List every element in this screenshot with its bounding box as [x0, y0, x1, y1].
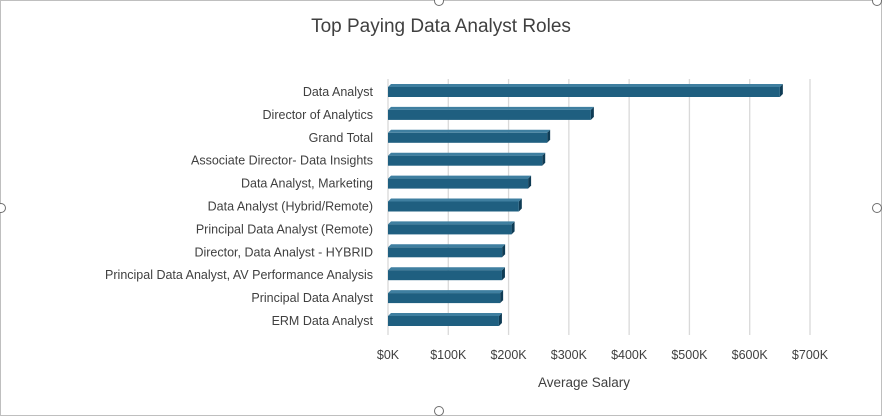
x-tick-label: $0K	[377, 348, 400, 362]
bar-top-face	[388, 313, 502, 316]
bar	[388, 247, 503, 258]
x-tick-label: $500K	[671, 348, 708, 362]
bar-top-face	[388, 84, 783, 87]
resize-handle-right[interactable]	[872, 203, 882, 213]
bar-side-face	[542, 152, 546, 166]
x-tick-label: $200K	[490, 348, 527, 362]
x-axis-title: Average Salary	[538, 375, 630, 390]
bar-side-face	[779, 84, 783, 97]
bar-top-face	[388, 175, 532, 179]
bar	[388, 201, 519, 212]
bar	[388, 178, 529, 189]
x-tick-label: $100K	[430, 348, 467, 362]
x-tick-label: $300K	[551, 348, 588, 362]
bar	[388, 87, 780, 97]
bar-side-face	[511, 221, 515, 235]
category-label: Director of Analytics	[263, 108, 373, 122]
bar	[388, 293, 501, 304]
category-label: ERM Data Analyst	[272, 314, 374, 328]
bar-side-face	[501, 267, 505, 281]
bar-side-face	[502, 244, 506, 258]
bar	[388, 132, 548, 143]
category-label: Director, Data Analyst - HYBRID	[194, 245, 373, 259]
bar-side-face	[500, 290, 504, 304]
bar	[388, 316, 499, 326]
bar-top-face	[388, 290, 504, 294]
bar	[388, 224, 512, 235]
bar-side-face	[528, 175, 532, 189]
bar-top-face	[388, 129, 551, 133]
x-tick-label: $600K	[732, 348, 769, 362]
bar-side-face	[498, 313, 502, 326]
chart-title: Top Paying Data Analyst Roles	[311, 16, 571, 37]
category-label: Data Analyst, Marketing	[241, 177, 373, 191]
bar-side-face	[590, 106, 594, 120]
resize-handle-top[interactable]	[434, 0, 444, 6]
resize-handle-left[interactable]	[0, 203, 6, 213]
category-label: Grand Total	[309, 131, 373, 145]
bar-side-face	[547, 129, 551, 143]
resize-handle-bottom[interactable]	[434, 406, 444, 416]
bar-top-face	[388, 267, 505, 271]
category-label: Principal Data Analyst, AV Performance A…	[105, 268, 373, 282]
bar	[388, 109, 591, 120]
bar-side-face	[518, 198, 522, 212]
category-label: Data Analyst	[303, 85, 374, 99]
x-tick-label: $700K	[792, 348, 829, 362]
x-tick-label: $400K	[611, 348, 648, 362]
bar-top-face	[388, 221, 515, 225]
bar	[388, 270, 502, 281]
category-label: Associate Director- Data Insights	[191, 154, 373, 168]
bar-top-face	[388, 106, 594, 110]
bar-top-face	[388, 152, 546, 156]
category-label: Principal Data Analyst (Remote)	[196, 222, 373, 236]
bar-top-face	[388, 244, 506, 248]
bar-top-face	[388, 198, 522, 202]
category-label: Data Analyst (Hybrid/Remote)	[208, 200, 373, 214]
bar	[388, 155, 543, 166]
category-label: Principal Data Analyst	[251, 291, 373, 305]
